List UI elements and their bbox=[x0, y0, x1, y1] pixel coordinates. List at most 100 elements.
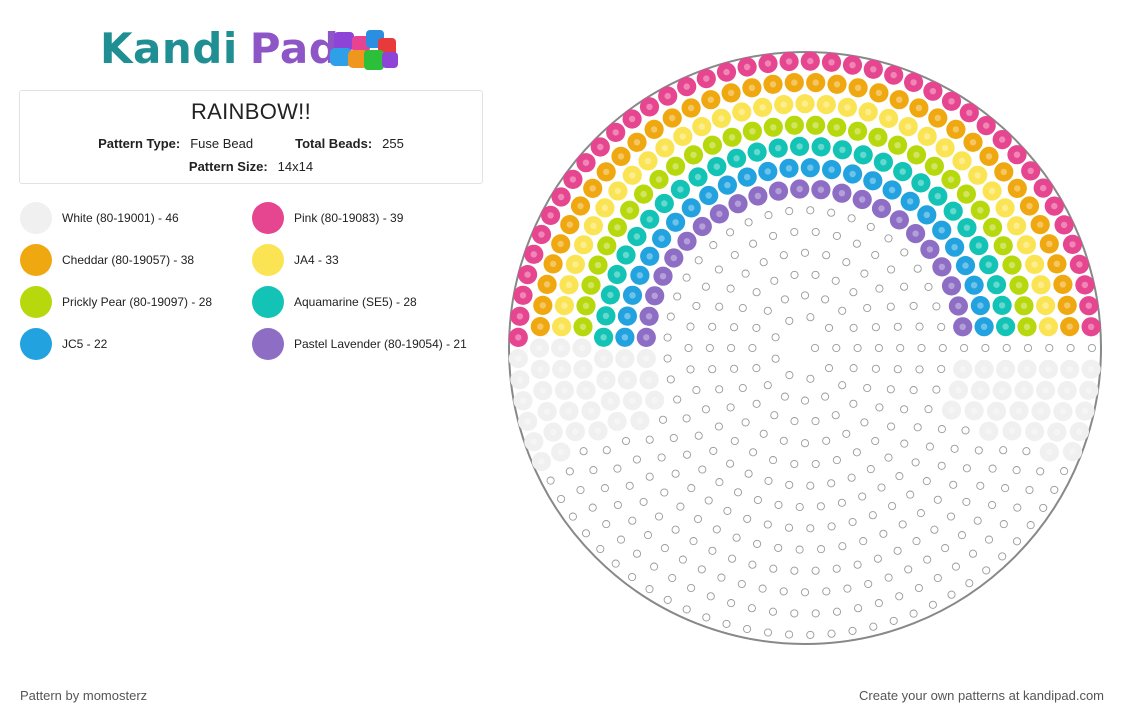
empty-peg[interactable] bbox=[1060, 467, 1069, 476]
empty-peg[interactable] bbox=[686, 322, 695, 331]
empty-peg[interactable] bbox=[613, 500, 622, 510]
empty-peg[interactable] bbox=[893, 546, 902, 555]
empty-peg[interactable] bbox=[824, 364, 834, 373]
empty-peg[interactable] bbox=[852, 448, 861, 457]
empty-peg[interactable] bbox=[747, 604, 756, 613]
empty-peg[interactable] bbox=[888, 501, 897, 511]
empty-peg[interactable] bbox=[824, 323, 834, 332]
empty-peg[interactable] bbox=[749, 239, 758, 248]
empty-peg[interactable] bbox=[784, 523, 794, 532]
empty-peg[interactable] bbox=[693, 514, 703, 524]
empty-peg[interactable] bbox=[950, 444, 959, 453]
empty-peg[interactable] bbox=[832, 456, 841, 465]
empty-peg[interactable] bbox=[682, 450, 692, 459]
empty-peg[interactable] bbox=[730, 364, 739, 373]
empty-peg[interactable] bbox=[758, 584, 767, 593]
empty-peg[interactable] bbox=[723, 506, 732, 515]
empty-peg[interactable] bbox=[763, 520, 772, 529]
empty-peg[interactable] bbox=[976, 481, 985, 490]
empty-peg[interactable] bbox=[708, 322, 717, 331]
empty-peg[interactable] bbox=[937, 322, 946, 332]
empty-peg[interactable] bbox=[769, 231, 778, 240]
empty-peg[interactable] bbox=[730, 436, 739, 446]
empty-peg[interactable] bbox=[686, 365, 695, 374]
empty-peg[interactable] bbox=[645, 585, 654, 594]
empty-peg[interactable] bbox=[821, 295, 830, 304]
empty-peg[interactable] bbox=[722, 619, 731, 628]
empty-peg[interactable] bbox=[717, 573, 726, 582]
empty-peg[interactable] bbox=[795, 545, 804, 554]
empty-peg[interactable] bbox=[930, 525, 939, 534]
empty-peg[interactable] bbox=[730, 250, 739, 260]
empty-peg[interactable] bbox=[1001, 484, 1010, 493]
empty-peg[interactable] bbox=[546, 476, 555, 485]
empty-peg[interactable] bbox=[694, 431, 703, 440]
empty-peg[interactable] bbox=[909, 301, 918, 310]
empty-peg[interactable] bbox=[842, 429, 851, 438]
empty-peg[interactable] bbox=[1025, 485, 1034, 495]
empty-peg[interactable] bbox=[790, 270, 799, 279]
empty-peg[interactable] bbox=[928, 600, 937, 609]
empty-peg[interactable] bbox=[912, 537, 921, 546]
empty-peg[interactable] bbox=[663, 354, 672, 363]
empty-peg[interactable] bbox=[790, 566, 799, 575]
empty-peg[interactable] bbox=[764, 476, 773, 485]
empty-peg[interactable] bbox=[682, 273, 691, 282]
empty-peg[interactable] bbox=[779, 251, 788, 260]
empty-peg[interactable] bbox=[906, 490, 915, 499]
empty-peg[interactable] bbox=[827, 522, 836, 531]
empty-peg[interactable] bbox=[790, 459, 799, 469]
empty-peg[interactable] bbox=[842, 258, 851, 267]
empty-peg[interactable] bbox=[982, 566, 991, 575]
empty-peg[interactable] bbox=[837, 498, 846, 507]
empty-peg[interactable] bbox=[706, 592, 715, 601]
empty-peg[interactable] bbox=[726, 228, 735, 237]
empty-peg[interactable] bbox=[904, 565, 913, 574]
empty-peg[interactable] bbox=[973, 516, 982, 525]
empty-peg[interactable] bbox=[752, 399, 761, 408]
empty-peg[interactable] bbox=[770, 276, 779, 285]
empty-peg[interactable] bbox=[893, 365, 902, 374]
empty-peg[interactable] bbox=[806, 630, 815, 639]
empty-peg[interactable] bbox=[988, 500, 997, 510]
empty-peg[interactable] bbox=[866, 465, 875, 474]
empty-peg[interactable] bbox=[941, 544, 950, 553]
empty-peg[interactable] bbox=[748, 560, 757, 569]
empty-peg[interactable] bbox=[581, 529, 591, 538]
empty-peg[interactable] bbox=[643, 531, 653, 540]
empty-peg[interactable] bbox=[838, 381, 847, 390]
empty-peg[interactable] bbox=[712, 525, 721, 534]
empty-peg[interactable] bbox=[785, 316, 794, 325]
empty-peg[interactable] bbox=[741, 269, 750, 278]
empty-peg[interactable] bbox=[779, 587, 788, 596]
empty-peg[interactable] bbox=[874, 343, 883, 353]
empty-peg[interactable] bbox=[1087, 343, 1096, 353]
empty-peg[interactable] bbox=[827, 208, 836, 217]
empty-peg[interactable] bbox=[974, 446, 983, 455]
empty-peg[interactable] bbox=[771, 333, 780, 342]
empty-peg[interactable] bbox=[759, 429, 768, 438]
empty-peg[interactable] bbox=[875, 284, 884, 293]
empty-peg[interactable] bbox=[621, 436, 631, 446]
empty-peg[interactable] bbox=[951, 562, 960, 571]
empty-peg[interactable] bbox=[806, 524, 815, 533]
empty-peg[interactable] bbox=[863, 303, 872, 313]
empty-peg[interactable] bbox=[769, 456, 778, 465]
empty-peg[interactable] bbox=[911, 458, 920, 467]
empty-peg[interactable] bbox=[869, 622, 878, 631]
empty-peg[interactable] bbox=[715, 302, 724, 311]
empty-peg[interactable] bbox=[727, 343, 736, 353]
empty-peg[interactable] bbox=[962, 464, 971, 473]
empty-peg[interactable] bbox=[625, 481, 634, 490]
empty-peg[interactable] bbox=[960, 343, 969, 353]
empty-peg[interactable] bbox=[704, 496, 713, 505]
empty-peg[interactable] bbox=[743, 624, 752, 634]
empty-peg[interactable] bbox=[832, 564, 841, 573]
empty-peg[interactable] bbox=[909, 609, 918, 618]
empty-peg[interactable] bbox=[763, 628, 773, 637]
empty-peg[interactable] bbox=[873, 554, 882, 563]
empty-peg[interactable] bbox=[684, 343, 693, 353]
empty-peg[interactable] bbox=[800, 588, 810, 597]
empty-peg[interactable] bbox=[847, 214, 856, 223]
kandipad-logo[interactable]: Kandi Pad bbox=[100, 22, 410, 82]
